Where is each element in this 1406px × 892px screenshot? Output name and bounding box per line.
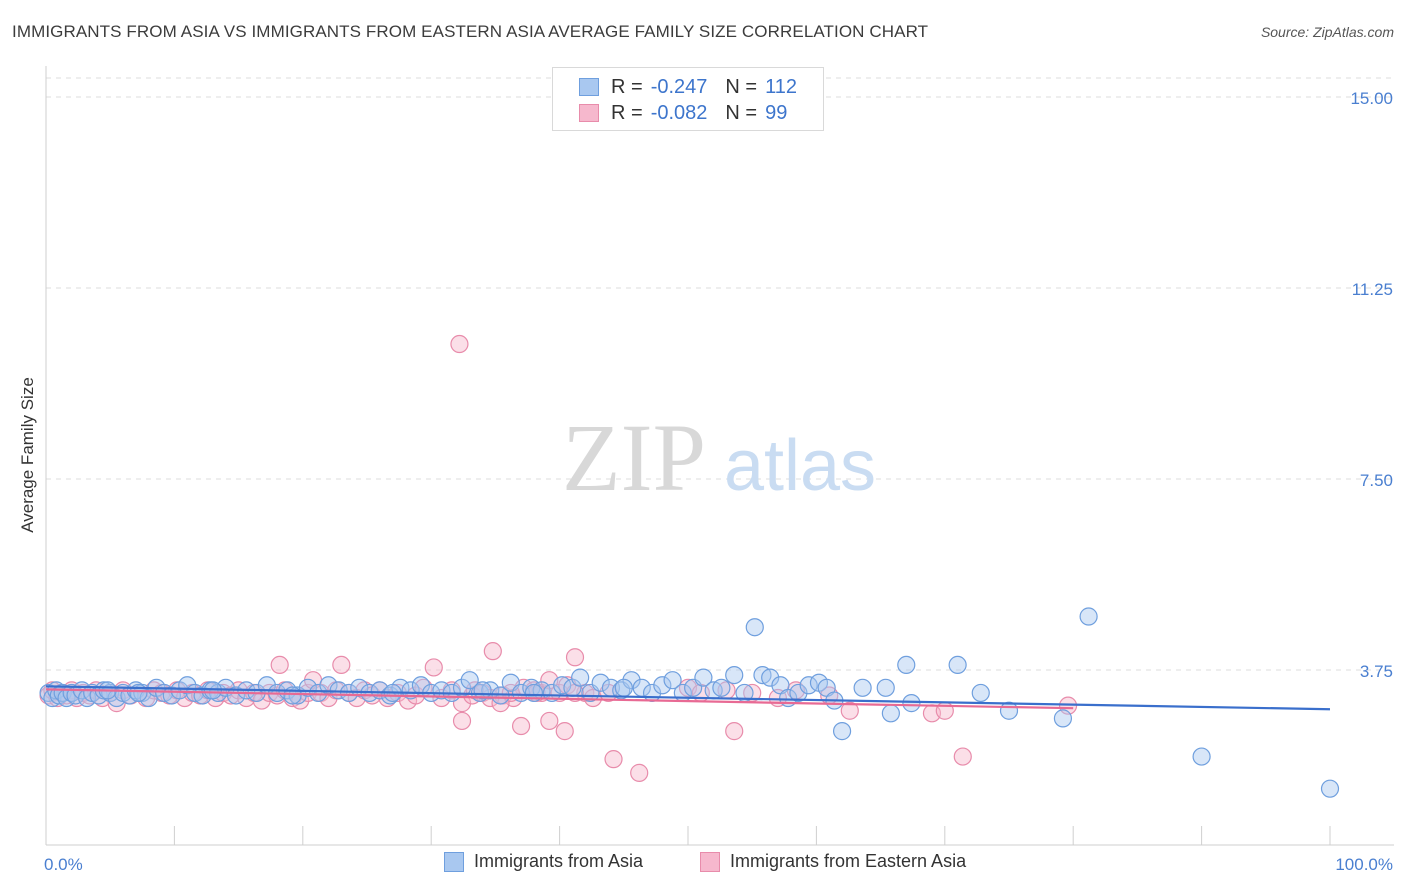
y-tick-label: 7.50	[1360, 471, 1393, 490]
point-eastern-asia	[332, 655, 351, 675]
point-asia	[571, 668, 590, 687]
point-eastern-asia	[452, 711, 472, 731]
point-asia	[1192, 747, 1211, 766]
points-eastern-asia	[39, 334, 1078, 782]
point-asia	[948, 655, 967, 675]
legend-n-value: 112	[765, 75, 797, 98]
legend-row-eastern-asia: R = -0.082 N = 99	[579, 100, 787, 126]
bottom-legend-swatch-eastern-asia	[700, 851, 720, 872]
point-asia	[745, 618, 764, 637]
point-asia	[401, 681, 420, 700]
bottom-legend-asia: Immigrants from Asia	[444, 851, 643, 872]
legend-n-value: 99	[765, 101, 788, 124]
point-asia	[663, 671, 682, 690]
point-eastern-asia	[483, 642, 502, 661]
y-tick-label: 15.00	[1350, 89, 1393, 108]
points-asia	[39, 607, 1340, 798]
legend-row-asia: R = -0.247 N = 112	[579, 74, 797, 100]
point-asia	[460, 671, 479, 690]
bottom-legend-swatch-asia	[444, 851, 464, 872]
watermark-zip: ZIP	[562, 404, 706, 511]
point-asia	[853, 678, 872, 697]
point-asia	[999, 701, 1019, 720]
point-asia	[832, 722, 852, 741]
point-asia	[881, 704, 900, 723]
point-asia	[1053, 709, 1073, 728]
trend-lines	[45, 685, 1331, 711]
y-tick-label: 11.25	[1352, 280, 1393, 299]
point-eastern-asia	[840, 701, 859, 720]
point-asia	[897, 655, 916, 675]
y-tick-label: 3.75	[1360, 662, 1393, 681]
watermark-atlas: atlas	[724, 426, 876, 506]
bottom-legend-label-eastern-asia: Immigrants from Eastern Asia	[730, 851, 967, 871]
point-asia	[591, 673, 610, 692]
point-eastern-asia	[450, 334, 469, 354]
trend-line-eastern-asia	[45, 688, 1074, 710]
legend-r-value: -0.247	[650, 75, 708, 98]
source-credit: Source: ZipAtlas.com	[1260, 24, 1394, 40]
point-asia	[1320, 779, 1340, 798]
x-tick-label-max: 100.0%	[1335, 855, 1393, 874]
point-asia	[653, 676, 672, 695]
point-eastern-asia	[725, 722, 744, 741]
point-eastern-asia	[424, 658, 443, 677]
legend-r-label: R =	[611, 75, 643, 98]
point-asia	[542, 683, 561, 703]
point-asia	[694, 668, 713, 687]
point-asia	[226, 686, 246, 705]
point-asia	[712, 678, 731, 697]
point-eastern-asia	[511, 716, 531, 736]
chart-title: IMMIGRANTS FROM ASIA VS IMMIGRANTS FROM …	[12, 22, 929, 41]
x-tick-label-min: 0.0%	[44, 855, 83, 874]
point-asia	[622, 671, 641, 690]
legend-n-label: N =	[725, 75, 758, 98]
grid-lines	[46, 77, 1394, 671]
legend-n-label: N =	[725, 101, 758, 124]
watermark: ZIP atlas	[562, 404, 876, 511]
bottom-legend-eastern-asia: Immigrants from Eastern Asia	[700, 851, 966, 872]
point-asia	[761, 668, 780, 687]
point-asia	[789, 683, 808, 703]
point-asia	[902, 694, 921, 713]
point-eastern-asia	[270, 655, 289, 675]
legend-r-label: R =	[611, 101, 643, 124]
point-eastern-asia	[540, 711, 559, 731]
bottom-legend-label-asia: Immigrants from Asia	[474, 851, 644, 871]
point-eastern-asia	[555, 722, 574, 741]
point-eastern-asia	[953, 747, 972, 766]
point-eastern-asia	[378, 688, 397, 708]
correlation-legend: R = -0.247 N = 112 R = -0.082 N = 99	[552, 67, 824, 131]
legend-r-value: -0.082	[650, 101, 708, 124]
point-asia	[309, 683, 328, 703]
point-asia	[725, 665, 744, 685]
point-asia	[614, 678, 633, 697]
point-asia	[1079, 607, 1098, 626]
legend-swatch-asia	[579, 78, 599, 96]
axes	[45, 66, 1394, 846]
tick-labels: 3.75 7.50 11.25 15.00 0.0% 100.0%	[44, 89, 1393, 874]
legend-swatch-eastern-asia	[579, 104, 599, 122]
point-asia	[971, 683, 990, 703]
point-eastern-asia	[630, 763, 649, 782]
y-axis-label: Average Family Size	[18, 377, 37, 533]
point-asia	[876, 678, 895, 697]
point-eastern-asia	[565, 648, 585, 667]
point-eastern-asia	[604, 750, 623, 769]
trend-line-asia	[45, 685, 1331, 711]
